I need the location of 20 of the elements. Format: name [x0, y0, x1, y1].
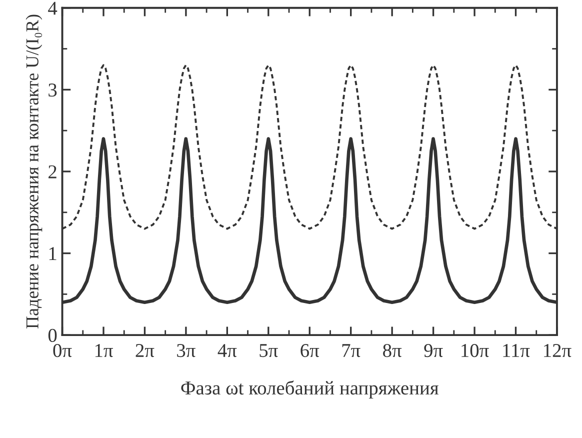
- x-tick-label: 3π: [177, 344, 196, 358]
- x-tick-label: 2π: [136, 344, 154, 358]
- y-tick-label: 0: [48, 328, 57, 342]
- x-tick-label: 9π: [424, 344, 443, 358]
- y-tick-label: 4: [48, 2, 58, 15]
- x-tick-label: 8π: [383, 344, 402, 358]
- y-tick-label: 2: [48, 165, 56, 178]
- y-tick-label: 1: [49, 247, 56, 260]
- x-tick-label: 10π: [462, 344, 489, 358]
- x-tick-label: 6π: [300, 344, 320, 358]
- x-tick-label: 11π: [503, 344, 530, 358]
- x-tick-label: 1π: [95, 344, 113, 358]
- x-tick-label: 12π: [544, 344, 572, 358]
- x-tick-label: 5π: [260, 344, 278, 358]
- y-axis-title: Падение напряжения на контакте U/(I₀R): [26, 14, 42, 329]
- y-tick-label: 3: [48, 84, 57, 97]
- x-tick-label: 4π: [218, 344, 237, 358]
- x-tick-label: 0π: [53, 344, 72, 358]
- x-axis-title: Фаза ωt колебаний напряжения: [181, 380, 438, 399]
- x-tick-label: 7π: [342, 344, 360, 358]
